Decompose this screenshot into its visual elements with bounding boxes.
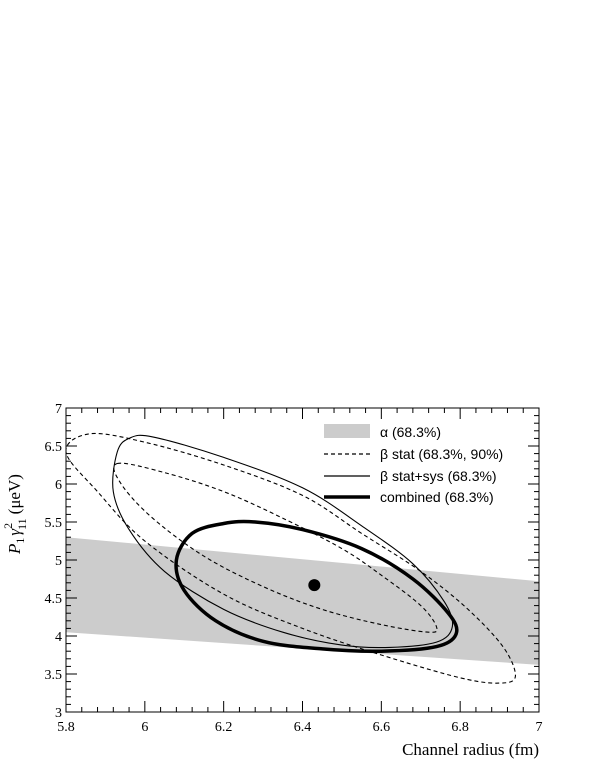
legend-label-alpha: α (68.3%) — [380, 424, 441, 440]
y-title-sub2: 11 — [15, 518, 29, 530]
x-tick-label: 5.8 — [57, 720, 75, 735]
y-tick-label: 5.5 — [45, 516, 63, 531]
y-title-sub1: 1 — [13, 538, 27, 544]
y-title-unit: (μeV) — [5, 474, 24, 514]
x-tick-label: 7 — [536, 720, 543, 735]
contour-dashed-0-1 — [66, 432, 516, 684]
y-tick-label: 3.5 — [45, 668, 63, 683]
y-tick-labels: 3 3.5 4 4.5 5 5.5 6 6.5 7 — [45, 402, 63, 721]
contour-solid-1-0 — [112, 434, 454, 649]
y-axis-title: P1 γ211 (μeV) — [1, 474, 29, 555]
legend: α (68.3%) β stat (68.3%, 90%) β stat+sys… — [324, 424, 503, 505]
y-title-greek: γ — [5, 528, 24, 536]
x-tick-label: 6.4 — [294, 720, 312, 735]
y-tick-label: 6 — [55, 478, 62, 493]
best-fit-point — [308, 579, 321, 592]
legend-label-beta-stat: β stat (68.3%, 90%) — [380, 446, 503, 462]
y-tick-label: 3 — [55, 706, 62, 721]
x-tick-label: 6.6 — [373, 720, 391, 735]
y-tick-label: 4 — [55, 630, 62, 645]
alpha-band — [66, 537, 539, 665]
x-tick-label: 6 — [141, 720, 148, 735]
contour-dashed-0-0 — [113, 462, 438, 633]
y-title-sup: 2 — [1, 523, 15, 529]
y-title-main: P — [5, 544, 24, 555]
legend-label-combined: combined (68.3%) — [380, 489, 494, 505]
x-tick-labels: 5.8 6 6.2 6.4 6.6 6.8 7 — [57, 720, 542, 735]
axis-ticks — [65, 407, 540, 713]
legend-label-beta-statsys: β stat+sys (68.3%) — [380, 468, 497, 484]
y-tick-label: 7 — [55, 402, 62, 417]
contour-thick-2-0 — [174, 519, 459, 654]
x-axis-title: Channel radius (fm) — [402, 740, 539, 759]
x-tick-label: 6.8 — [451, 720, 469, 735]
x-tick-label: 6.2 — [215, 720, 233, 735]
y-tick-label: 6.5 — [45, 440, 63, 455]
y-tick-label: 4.5 — [45, 592, 63, 607]
y-tick-label: 5 — [55, 554, 62, 569]
contours-group — [66, 432, 516, 684]
legend-swatch-alpha — [324, 424, 370, 438]
alpha-band-group — [66, 537, 539, 665]
